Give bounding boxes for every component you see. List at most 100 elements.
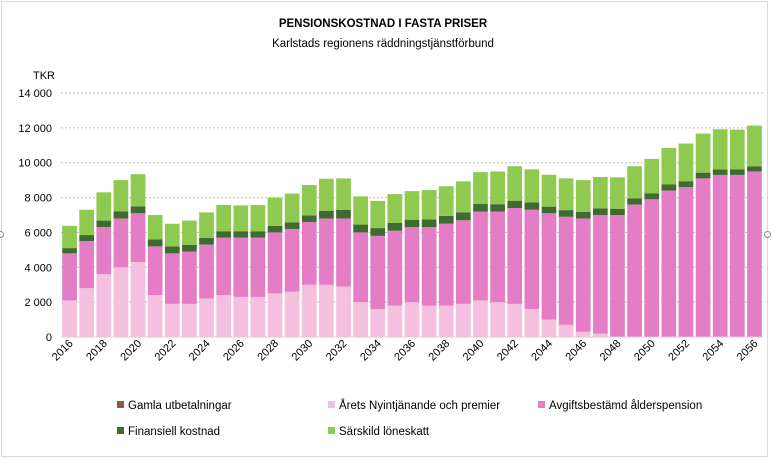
legend-swatch	[538, 401, 545, 408]
bar-segment	[558, 216, 574, 325]
bar-segment	[404, 227, 420, 303]
bar-segment	[747, 171, 762, 337]
bar-segment	[661, 190, 677, 337]
bar-segment	[678, 181, 694, 188]
bar-segment	[96, 274, 112, 337]
bar-segment	[610, 215, 625, 337]
chart-title: PENSIONSKOSTNAD I FASTA PRISER	[279, 18, 488, 30]
bar-segment	[729, 174, 745, 337]
y-tick-label: 2 000	[24, 297, 52, 309]
bar-segment	[113, 267, 129, 337]
x-tick-label: 2018	[84, 338, 110, 364]
bar-segment	[233, 237, 249, 297]
bar-segment	[182, 220, 197, 245]
legend-label: Årets Nyintjänande och premier	[339, 399, 500, 412]
bar-segment	[524, 309, 540, 337]
bar-segment	[301, 284, 317, 337]
bar-segment	[404, 191, 420, 220]
bar-segment	[456, 212, 471, 221]
bar-segment	[284, 193, 300, 223]
bar-segment	[216, 205, 232, 232]
x-tick-label: 2016	[50, 338, 76, 364]
bar-segment	[284, 222, 300, 229]
legend-label: Särskild löneskatt	[339, 426, 430, 438]
bar-segment	[113, 211, 129, 219]
bar-segment	[284, 228, 300, 292]
bar-segment	[558, 178, 574, 211]
bar-segment	[507, 166, 523, 201]
bar-segment	[96, 192, 112, 221]
bar-segment	[250, 205, 266, 232]
bar-segment	[182, 251, 197, 304]
bar-segment	[182, 303, 197, 337]
bar-segment	[507, 208, 523, 304]
bar-segment	[627, 166, 642, 199]
bar-segment	[575, 331, 591, 337]
bar-segment	[661, 147, 677, 185]
bar-segment	[353, 302, 368, 337]
bar-segment	[747, 166, 762, 172]
bar-segment	[319, 210, 334, 219]
bar-segment	[627, 198, 642, 205]
bar-segment	[438, 305, 454, 337]
bar-segment	[541, 213, 557, 320]
bar-segment	[130, 262, 146, 337]
bar-segment	[216, 237, 232, 296]
bar-segment	[284, 291, 300, 337]
legend-swatch	[328, 401, 335, 408]
resize-handle-left[interactable]	[0, 231, 4, 238]
bar-segment	[473, 300, 488, 337]
bar-segment	[610, 208, 625, 215]
x-tick-label: 2034	[358, 338, 384, 364]
bar-segment	[164, 253, 180, 304]
x-tick-label: 2020	[118, 338, 144, 364]
x-tick-label: 2046	[564, 338, 590, 364]
bar-segment	[199, 298, 214, 337]
legend-swatch	[328, 427, 335, 434]
bar-segment	[353, 232, 368, 303]
bar-segment	[79, 288, 95, 337]
chart-subtitle: Karlstads regionens räddningstjänstförbu…	[272, 38, 494, 50]
y-tick-label: 10 000	[18, 158, 52, 170]
bar-segment	[319, 218, 334, 285]
bar-segment	[678, 187, 694, 337]
bar-segment	[661, 184, 677, 191]
bar-segment	[387, 305, 403, 337]
bar-segment	[438, 223, 454, 306]
bar-segment	[524, 169, 540, 203]
bar-segment	[456, 181, 471, 213]
bar-segment	[62, 253, 77, 301]
bar-segment	[695, 172, 711, 179]
bar-segment	[524, 202, 540, 210]
legend-label: Finansiell kostnad	[128, 426, 220, 438]
bar-segment	[456, 220, 471, 304]
bar-segment	[558, 324, 574, 337]
bar-segment	[233, 205, 249, 232]
bar-segment	[62, 225, 77, 249]
bar-segment	[233, 296, 249, 337]
bar-segment	[729, 129, 745, 170]
bar-segment	[712, 169, 728, 175]
bar-segment	[473, 172, 488, 205]
bar-segment	[79, 235, 95, 242]
bar-segment	[387, 194, 403, 223]
bar-segment	[199, 212, 214, 239]
bar-segment	[336, 178, 351, 210]
bar-segment	[490, 171, 505, 205]
bar-segment	[592, 333, 608, 337]
bar-segment	[182, 244, 197, 252]
bar-segment	[695, 133, 711, 173]
y-tick-label: 0	[46, 332, 52, 344]
bar-segment	[747, 125, 762, 167]
bar-segment	[473, 211, 488, 301]
bar-segment	[575, 211, 591, 219]
bar-segment	[575, 218, 591, 332]
x-tick-label: 2056	[735, 338, 761, 364]
bar-segment	[421, 190, 437, 220]
y-tick-label: 12 000	[18, 123, 52, 135]
x-tick-label: 2044	[529, 338, 555, 364]
bar-segment	[421, 219, 437, 228]
bar-segment	[164, 303, 180, 337]
